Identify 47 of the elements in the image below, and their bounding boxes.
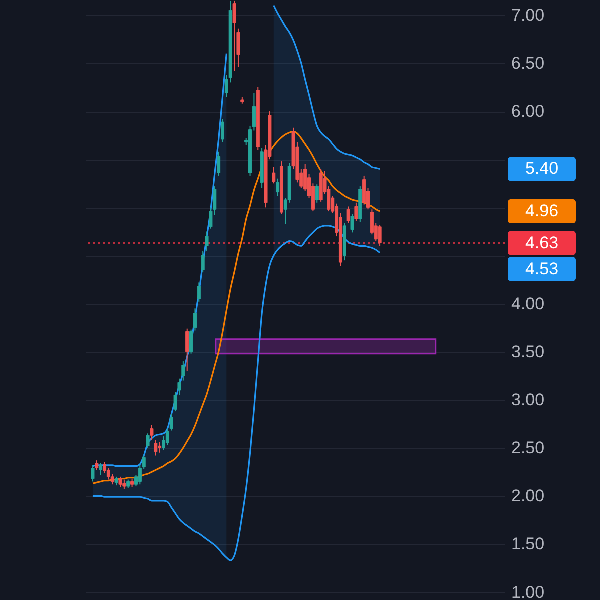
candlestick bbox=[193, 308, 197, 332]
candlestick bbox=[146, 433, 150, 449]
candlestick bbox=[197, 282, 201, 302]
candlestick bbox=[378, 224, 382, 247]
text: 4.96 bbox=[525, 202, 559, 221]
candlestick bbox=[217, 151, 221, 176]
candlestick bbox=[190, 329, 194, 354]
candlestick bbox=[182, 361, 186, 382]
candlestick bbox=[158, 442, 162, 454]
candlestick bbox=[350, 214, 354, 234]
line-series bbox=[92, 225, 381, 562]
candlestick bbox=[272, 166, 276, 184]
candlestick bbox=[154, 440, 158, 456]
candlestick bbox=[95, 460, 99, 471]
candlestick bbox=[110, 474, 114, 486]
candlestick bbox=[166, 428, 170, 446]
candlestick bbox=[276, 178, 280, 197]
candlestick bbox=[362, 175, 366, 206]
y-tick-label: 1.50 bbox=[512, 534, 545, 554]
y-tick-label: 1.00 bbox=[512, 582, 545, 600]
candlestick bbox=[220, 118, 225, 143]
candlestick bbox=[118, 476, 122, 488]
y-tick-label: 3.00 bbox=[512, 390, 545, 410]
candlestick bbox=[354, 202, 358, 222]
y-tick-label: 6.00 bbox=[512, 102, 545, 122]
y-tick-label: 6.50 bbox=[512, 54, 545, 73]
candlestick bbox=[232, 0, 236, 72]
candlestick bbox=[170, 414, 174, 432]
y-tick-label: 2.00 bbox=[512, 486, 545, 506]
y-tick-label: 3.50 bbox=[512, 342, 545, 362]
candlestick bbox=[91, 464, 95, 482]
candlestick bbox=[201, 250, 205, 273]
y-tick-label: 4.00 bbox=[512, 294, 545, 314]
candlestick bbox=[315, 184, 319, 204]
candlestick bbox=[150, 424, 154, 441]
candlestick bbox=[205, 231, 209, 252]
candlestick bbox=[99, 462, 103, 476]
y-tick-label: 2.50 bbox=[512, 438, 545, 458]
candlestick bbox=[122, 479, 126, 490]
candlestick bbox=[178, 378, 182, 396]
text: 4.53 bbox=[525, 259, 559, 278]
candlestick bbox=[174, 392, 178, 412]
candlestick bbox=[346, 206, 350, 224]
candlestick bbox=[186, 328, 190, 372]
text: 5.40 bbox=[525, 159, 559, 178]
y-tick-label: 7.00 bbox=[512, 6, 545, 25]
ref-line-label: 4.63 bbox=[525, 233, 559, 252]
